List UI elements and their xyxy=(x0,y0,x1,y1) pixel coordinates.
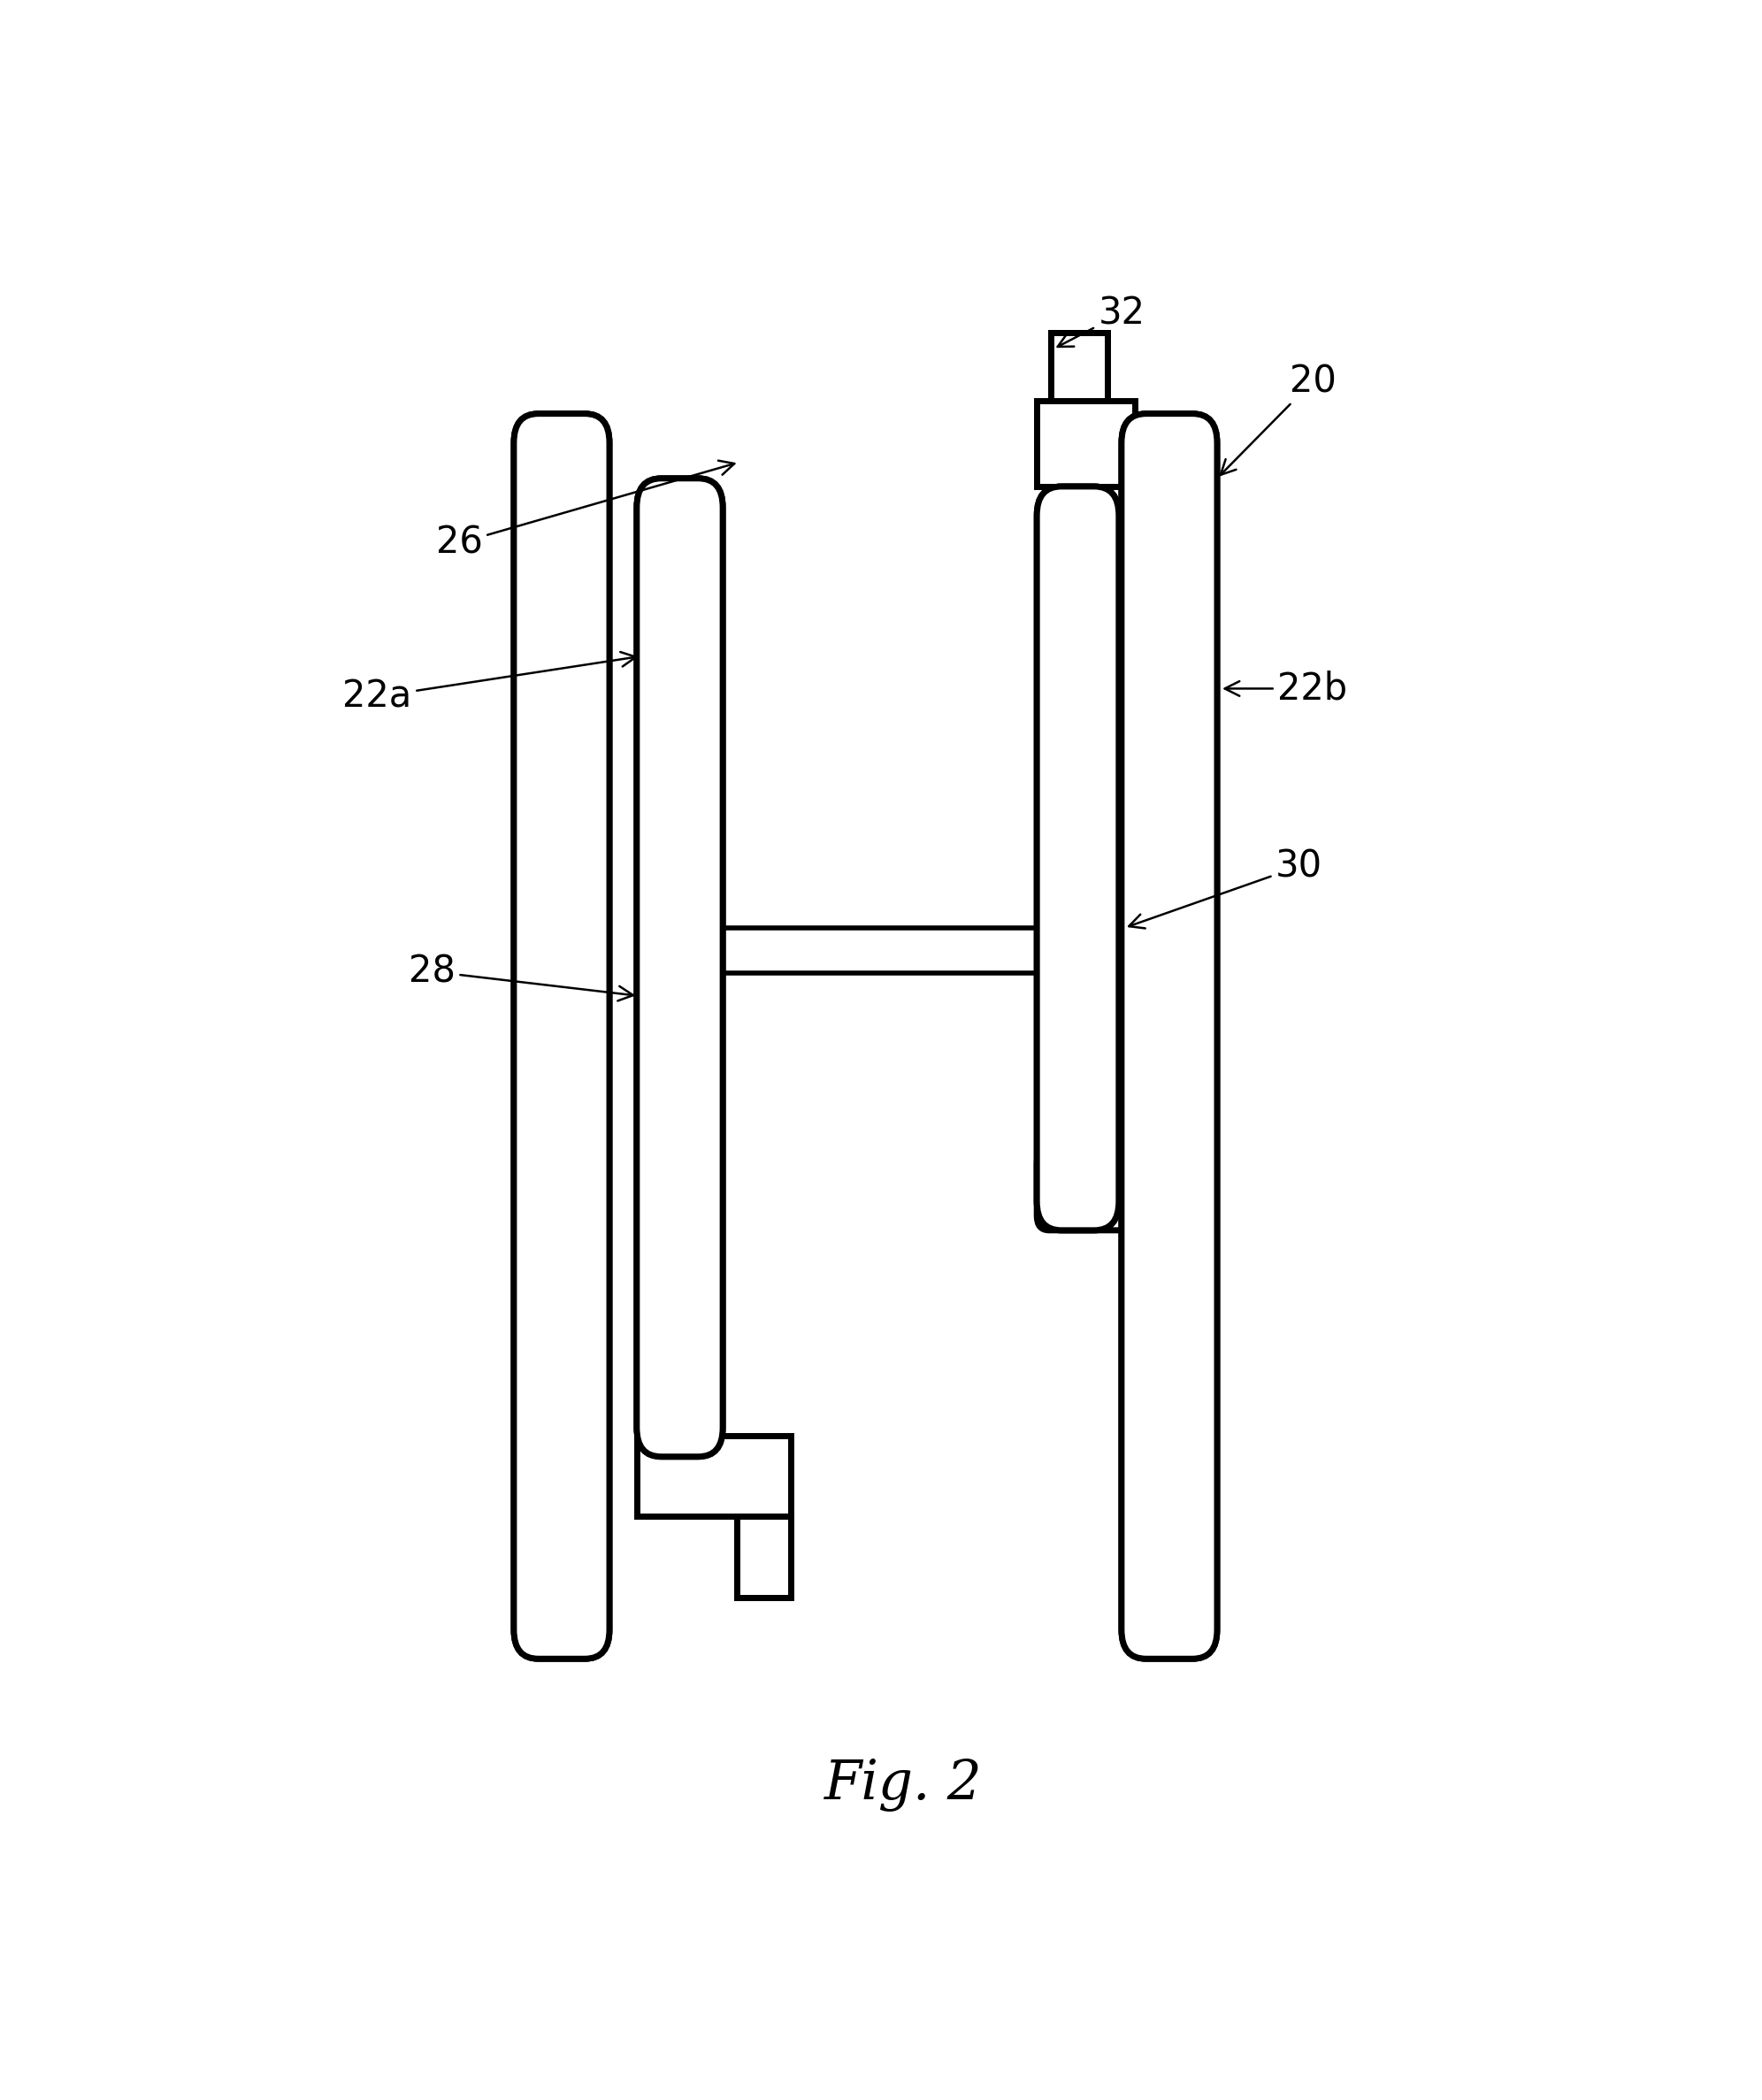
Text: 22b: 22b xyxy=(1225,670,1348,708)
Bar xyxy=(636,1436,791,1516)
FancyBboxPatch shape xyxy=(636,479,722,1457)
Text: 32: 32 xyxy=(1057,294,1145,346)
Text: 26: 26 xyxy=(435,460,735,561)
FancyBboxPatch shape xyxy=(1121,414,1218,1659)
Text: 30: 30 xyxy=(1129,848,1323,928)
Bar xyxy=(1050,334,1108,401)
FancyBboxPatch shape xyxy=(1036,487,1119,1231)
FancyBboxPatch shape xyxy=(1036,487,1119,1231)
FancyBboxPatch shape xyxy=(636,479,722,1457)
Text: 22a: 22a xyxy=(342,651,636,716)
Bar xyxy=(737,1516,791,1598)
Bar xyxy=(1040,890,1115,1035)
Text: 20: 20 xyxy=(1221,363,1336,475)
FancyBboxPatch shape xyxy=(515,414,610,1659)
Bar xyxy=(737,1516,791,1598)
Bar xyxy=(640,890,721,1035)
Bar xyxy=(1036,401,1135,487)
Text: 28: 28 xyxy=(409,953,633,1002)
Text: Fig. 2: Fig. 2 xyxy=(825,1758,981,1812)
Bar xyxy=(1050,334,1108,401)
FancyBboxPatch shape xyxy=(515,414,610,1659)
FancyBboxPatch shape xyxy=(1036,1149,1135,1231)
FancyBboxPatch shape xyxy=(1121,414,1218,1659)
